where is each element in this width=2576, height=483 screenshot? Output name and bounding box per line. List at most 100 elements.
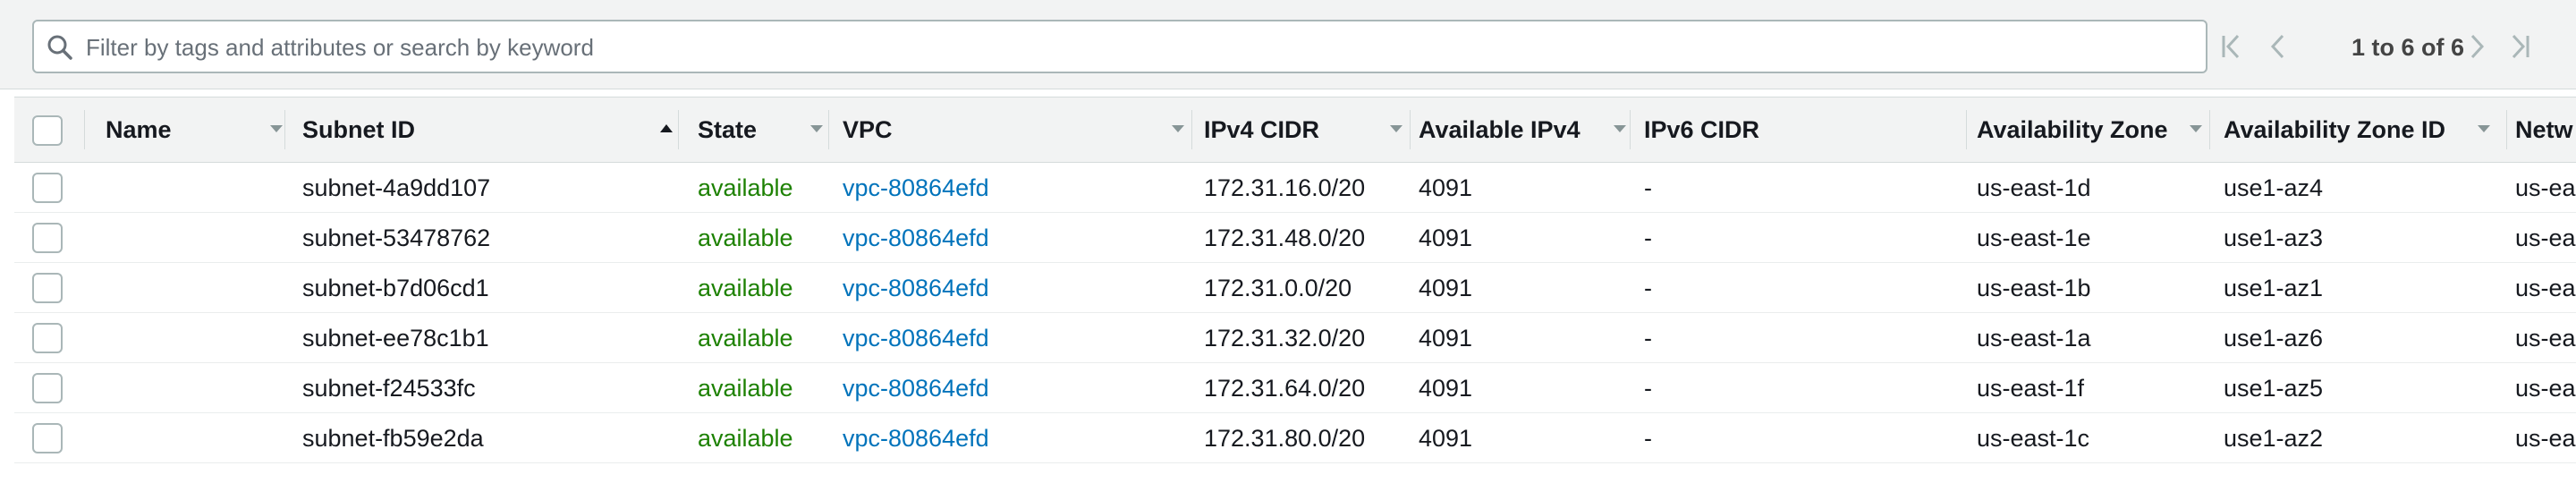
cell-name [106, 313, 284, 363]
cell-availability-zone-id: use1-az2 [2224, 425, 2324, 452]
col-header-vpc[interactable]: VPC [843, 97, 1191, 162]
cell-availability-zone-id: use1-az4 [2224, 174, 2324, 201]
column-divider [2209, 110, 2210, 149]
row-checkbox[interactable] [32, 273, 63, 303]
cell-availability-zone-id: use1-az5 [2224, 375, 2324, 402]
row-checkbox[interactable] [32, 373, 63, 403]
cell-ipv6-cidr: - [1644, 325, 1652, 352]
col-header-subnet-id[interactable]: Subnet ID [302, 97, 678, 162]
cell-ipv6-cidr: - [1644, 174, 1652, 201]
cell-network: us-ea [2515, 425, 2576, 452]
cell-name [106, 263, 284, 313]
prev-page-icon[interactable] [2265, 30, 2293, 63]
row-checkbox[interactable] [32, 173, 63, 203]
cell-vpc-link[interactable]: vpc-80864efd [843, 375, 989, 402]
cell-available-ipv4: 4091 [1419, 225, 1473, 251]
cell-state: available [698, 275, 793, 301]
cell-vpc-link[interactable]: vpc-80864efd [843, 325, 989, 352]
cell-network: us-ea [2515, 375, 2576, 402]
pagination-text: 1 to 6 of 6 [2351, 34, 2465, 61]
search-input[interactable] [84, 21, 2181, 73]
sort-caret-icon [1390, 125, 1402, 132]
column-divider [1191, 110, 1192, 149]
cell-vpc-link[interactable]: vpc-80864efd [843, 275, 989, 301]
cell-vpc-link[interactable]: vpc-80864efd [843, 225, 989, 251]
col-header-ipv6-cidr[interactable]: IPv6 CIDR [1644, 116, 1760, 143]
cell-availability-zone-id: use1-az1 [2224, 275, 2324, 301]
cell-available-ipv4: 4091 [1419, 275, 1473, 301]
table-row[interactable]: subnet-fb59e2da available vpc-80864efd 1… [14, 413, 2576, 463]
col-header-name[interactable]: Name [106, 97, 284, 162]
cell-available-ipv4: 4091 [1419, 375, 1473, 402]
cell-vpc-link[interactable]: vpc-80864efd [843, 425, 989, 452]
cell-ipv4-cidr: 172.31.16.0/20 [1204, 174, 1366, 201]
sort-caret-icon [2190, 125, 2202, 132]
select-all-checkbox[interactable] [32, 115, 63, 146]
table-header: Name Subnet ID State VPC IPv4 CIDR Avail… [14, 97, 2576, 163]
column-divider [2506, 110, 2507, 149]
cell-state: available [698, 375, 793, 402]
cell-state: available [698, 425, 793, 452]
cell-state: available [698, 174, 793, 201]
cell-subnet-id: subnet-fb59e2da [302, 425, 484, 452]
table-row[interactable]: subnet-4a9dd107 available vpc-80864efd 1… [14, 163, 2576, 213]
cell-network: us-ea [2515, 325, 2576, 352]
cell-availability-zone: us-east-1d [1977, 174, 2091, 201]
column-divider [84, 110, 85, 149]
column-divider [1966, 110, 1967, 149]
cell-ipv4-cidr: 172.31.32.0/20 [1204, 325, 1366, 352]
cell-ipv6-cidr: - [1644, 375, 1652, 402]
last-page-icon[interactable] [2504, 30, 2533, 63]
column-divider [284, 110, 285, 149]
cell-ipv4-cidr: 172.31.80.0/20 [1204, 425, 1366, 452]
sort-ascending-icon [660, 124, 673, 132]
sort-caret-icon [1614, 125, 1626, 132]
search-box[interactable] [32, 20, 2207, 73]
cell-availability-zone: us-east-1e [1977, 225, 2091, 251]
cell-network: us-ea [2515, 174, 2576, 201]
cell-subnet-id: subnet-4a9dd107 [302, 174, 491, 201]
column-divider [1630, 110, 1631, 149]
cell-state: available [698, 325, 793, 352]
cell-subnet-id: subnet-b7d06cd1 [302, 275, 489, 301]
filter-bar: 1 to 6 of 6 [0, 0, 2576, 89]
table-row[interactable]: subnet-b7d06cd1 available vpc-80864efd 1… [14, 263, 2576, 313]
cell-name [106, 413, 284, 463]
cell-availability-zone: us-east-1c [1977, 425, 2090, 452]
cell-vpc-link[interactable]: vpc-80864efd [843, 174, 989, 201]
column-divider [1410, 110, 1411, 149]
cell-subnet-id: subnet-ee78c1b1 [302, 325, 489, 352]
table-row[interactable]: subnet-53478762 available vpc-80864efd 1… [14, 213, 2576, 263]
cell-ipv6-cidr: - [1644, 425, 1652, 452]
cell-name [106, 163, 284, 213]
cell-name [106, 213, 284, 263]
row-checkbox[interactable] [32, 323, 63, 353]
col-header-availability-zone-id[interactable]: Availability Zone ID [2224, 97, 2492, 162]
column-divider [678, 110, 679, 149]
col-header-state[interactable]: State [698, 97, 828, 162]
cell-ipv4-cidr: 172.31.48.0/20 [1204, 225, 1366, 251]
col-header-ipv4-cidr[interactable]: IPv4 CIDR [1204, 97, 1410, 162]
cell-availability-zone: us-east-1b [1977, 275, 2091, 301]
cell-network: us-ea [2515, 225, 2576, 251]
cell-subnet-id: subnet-53478762 [302, 225, 491, 251]
table-row[interactable]: subnet-ee78c1b1 available vpc-80864efd 1… [14, 313, 2576, 363]
cell-availability-zone-id: use1-az3 [2224, 225, 2324, 251]
cell-availability-zone-id: use1-az6 [2224, 325, 2324, 352]
col-header-available-ipv4[interactable]: Available IPv4 [1419, 97, 1626, 162]
search-icon [47, 35, 72, 60]
cell-ipv4-cidr: 172.31.64.0/20 [1204, 375, 1366, 402]
sort-caret-icon [810, 125, 823, 132]
row-checkbox[interactable] [32, 223, 63, 253]
col-header-network[interactable]: Netw [2515, 116, 2573, 143]
table-row[interactable]: subnet-f24533fc available vpc-80864efd 1… [14, 363, 2576, 413]
row-checkbox[interactable] [32, 423, 63, 453]
sort-caret-icon [1172, 125, 1184, 132]
cell-availability-zone: us-east-1f [1977, 375, 2085, 402]
next-page-icon[interactable] [2462, 30, 2490, 63]
cell-name [106, 363, 284, 413]
col-header-availability-zone[interactable]: Availability Zone [1977, 97, 2206, 162]
cell-availability-zone: us-east-1a [1977, 325, 2091, 352]
cell-subnet-id: subnet-f24533fc [302, 375, 476, 402]
first-page-icon[interactable] [2218, 30, 2247, 63]
